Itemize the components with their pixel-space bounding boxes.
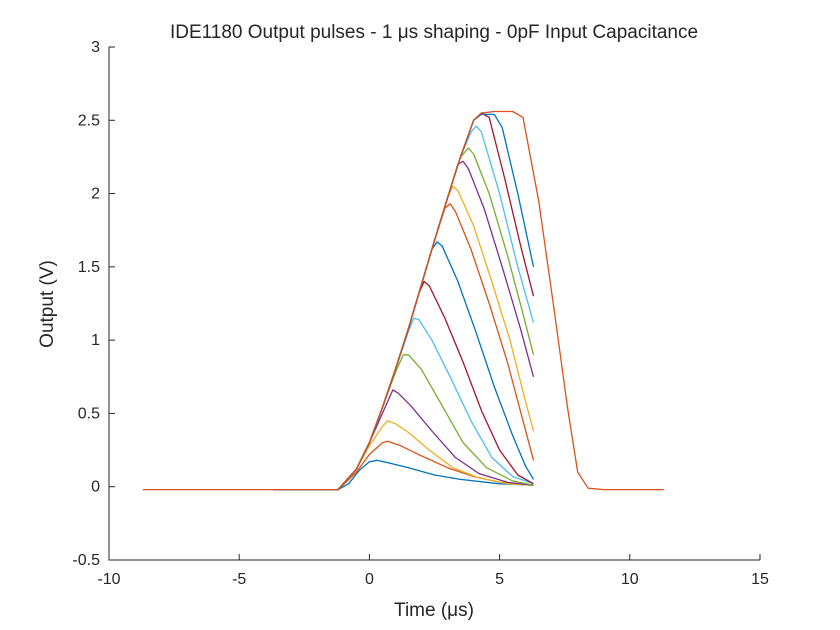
y-tick-label: 1.5 <box>78 259 100 276</box>
x-tick-label: 0 <box>365 571 374 588</box>
plot-area: -10 -5 0 5 10 15 -0.5 0 0.5 1 1.5 2 2.5 3 <box>72 39 769 588</box>
y-tick-label: 3 <box>91 39 100 56</box>
y-axis-label: Output (V) <box>37 260 58 348</box>
series-line-16 <box>142 110 664 491</box>
series-layer <box>142 110 664 491</box>
x-axis-ticks: -10 -5 0 5 10 15 <box>97 554 769 588</box>
y-tick-label: -0.5 <box>72 552 100 569</box>
y-axis-ticks: -0.5 0 0.5 1 1.5 2 2.5 3 <box>72 39 115 569</box>
x-tick-label: 5 <box>495 571 504 588</box>
x-tick-label: 15 <box>751 571 769 588</box>
series-line-1 <box>273 459 534 491</box>
y-tick-label: 0 <box>91 479 100 496</box>
x-tick-label: 10 <box>621 571 639 588</box>
x-tick-label: -10 <box>97 571 120 588</box>
y-tick-label: 0.5 <box>78 405 100 422</box>
chart-title: IDE1180 Output pulses - 1 μs shaping - 0… <box>170 22 698 43</box>
x-tick-label: -5 <box>232 571 246 588</box>
y-tick-label: 2.5 <box>78 112 100 129</box>
y-tick-label: 2 <box>91 186 100 203</box>
x-axis-label: Time (μs) <box>394 600 474 621</box>
y-tick-label: 1 <box>91 332 100 349</box>
